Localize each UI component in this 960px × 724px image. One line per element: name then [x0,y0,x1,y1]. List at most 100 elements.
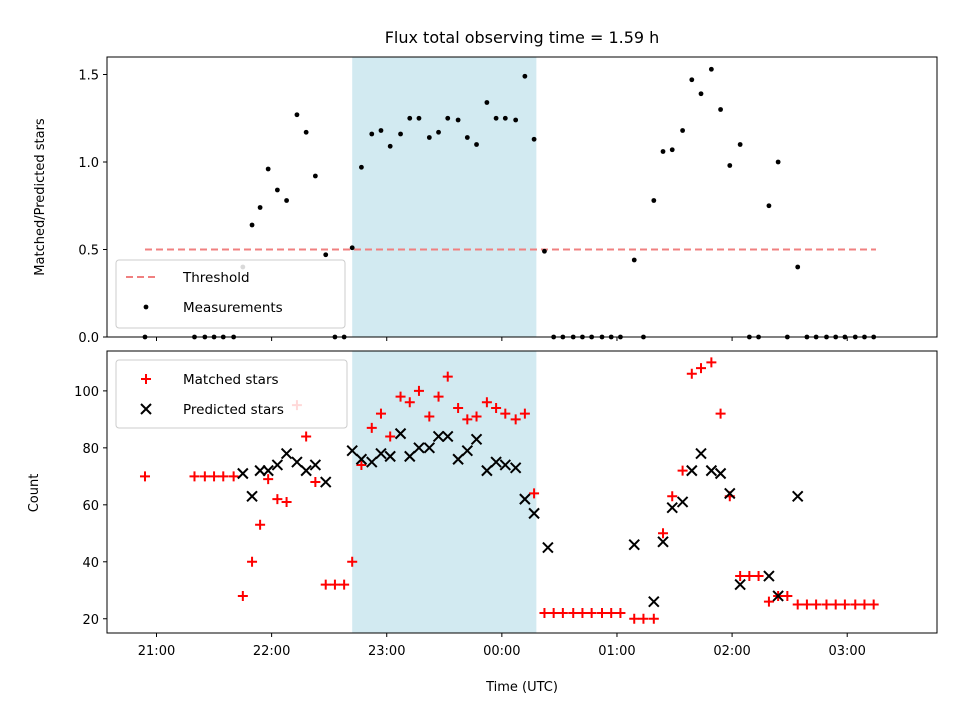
data-point [310,477,321,488]
data-point [423,442,436,454]
data-point [384,450,396,463]
data-point [519,493,531,505]
data-point [763,596,774,607]
data-point [309,459,322,471]
data-point [686,464,698,477]
data-point [513,117,519,123]
data-point [209,471,220,482]
legend-predicted-label: Predicted stars [183,402,284,418]
y-tick-label: 100 [74,385,99,400]
data-point [753,571,764,582]
data-point [491,402,502,413]
data-point [705,464,718,477]
data-point [708,66,714,72]
legend-matched-swatch [141,374,151,384]
data-point [772,590,784,602]
data-point [416,115,422,121]
data-point [568,608,579,619]
data-point [531,136,537,142]
data-point [811,599,822,610]
data-point [727,163,733,168]
data-point [347,556,358,567]
bottom-series-predicted-stars [237,427,804,608]
data-point [394,427,407,440]
data-point [139,471,150,482]
data-point [718,107,723,112]
data-point [404,450,416,463]
data-point [320,579,331,590]
data-point [695,447,707,460]
data-point [714,467,727,480]
data-point [631,257,637,263]
y-tick-label: 0.5 [78,244,99,259]
data-point [433,391,444,402]
y-tick-label: 1.5 [78,69,99,84]
data-point [493,115,499,121]
data-point [470,433,483,446]
data-point [413,442,425,454]
data-point [481,464,493,477]
bottom-highlight-span [352,351,537,633]
data-point [359,164,364,170]
data-point [792,599,803,610]
top-highlight-span [352,57,537,337]
data-point [557,608,568,619]
data-point [586,608,597,619]
data-point [329,579,340,590]
data-point [801,599,812,610]
data-point [445,115,451,121]
data-point [638,613,649,624]
data-point [528,507,540,520]
data-point [246,490,258,502]
data-point [658,528,669,539]
legend-threshold-label: Threshold [182,270,250,286]
data-point [850,599,861,610]
data-point [666,501,678,514]
data-point [263,474,274,485]
data-point [660,149,666,154]
data-point [189,471,200,482]
x-tick-label: 03:00 [828,644,865,659]
data-point [369,131,375,137]
data-point [385,431,396,442]
data-point [375,447,387,460]
data-point [744,571,755,582]
data-point [782,590,793,601]
data-point [424,411,435,422]
data-point [413,385,424,396]
data-point [502,115,508,121]
data-point [667,491,678,502]
data-point [648,613,659,624]
data-point [735,571,746,582]
data-point [509,462,522,474]
y-tick-label: 0.0 [78,331,99,346]
data-point [529,488,540,499]
data-point [698,91,704,97]
data-point [442,430,454,443]
data-point [320,476,332,488]
data-point [651,198,657,203]
data-point [481,397,492,408]
data-point [432,430,445,443]
data-point [676,496,689,508]
data-point [272,494,283,505]
data-point [461,444,474,457]
data-point [471,411,482,422]
data-point [375,408,386,419]
data-point [426,135,432,140]
y-tick-label: 20 [82,613,99,628]
data-point [696,363,707,374]
x-tick-label: 23:00 [368,644,405,659]
bottom-plot-frame [106,350,938,634]
data-point [519,408,530,419]
data-point [715,408,726,419]
data-point [577,608,588,619]
data-point [795,264,801,270]
data-point [474,142,479,147]
data-point [356,459,367,470]
data-point [378,128,384,133]
data-point [237,467,249,480]
data-point [686,368,697,379]
data-point [462,414,473,425]
data-point [228,471,239,482]
